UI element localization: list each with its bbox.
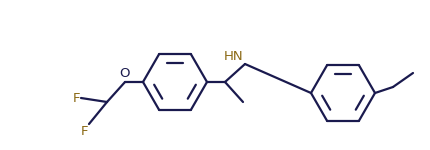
Text: F: F: [80, 125, 88, 138]
Text: F: F: [73, 92, 80, 105]
Text: HN: HN: [223, 50, 243, 63]
Text: O: O: [120, 67, 130, 80]
